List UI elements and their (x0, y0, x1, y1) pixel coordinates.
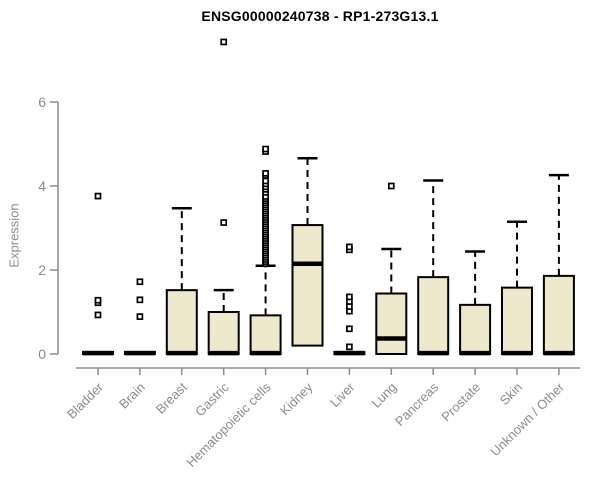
outlier-point (220, 38, 228, 46)
outlier-point (94, 296, 102, 304)
outlier-point (94, 311, 102, 319)
x-tick-label: Lung (368, 380, 399, 411)
x-tick-label: Skin (497, 380, 525, 408)
x-tick-label: Gastric (192, 379, 232, 419)
x-tick-label: Prostate (438, 380, 483, 425)
outlier-point (346, 343, 353, 351)
y-tick-label: 2 (38, 262, 46, 278)
chart-title: ENSG00000240738 - RP1-273G13.1 (201, 8, 439, 24)
outlier-point (346, 243, 353, 251)
x-tick-label: Unknown / Other (487, 379, 567, 459)
box-lung (375, 292, 408, 355)
outlier-point (94, 192, 102, 200)
outlier-point (220, 219, 228, 226)
y-tick-label: 0 (38, 346, 46, 362)
outlier-point (262, 177, 269, 185)
outlier-point (262, 170, 269, 177)
outlier-point (136, 296, 144, 304)
x-tick-label: Kidney (277, 379, 316, 418)
outlier-point (346, 293, 353, 301)
box-hematopoietic-cells (249, 314, 282, 355)
box-pancreas (417, 276, 450, 356)
x-tick-label: Pancreas (392, 379, 442, 429)
outlier-point (346, 325, 353, 333)
x-tick-label: Brain (116, 380, 148, 412)
outlier-point (136, 313, 144, 320)
x-tick-label: Breast (153, 379, 190, 416)
outlier-point (262, 145, 269, 153)
x-tick-label: Liver (327, 379, 358, 410)
outlier-point (387, 182, 395, 190)
box-gastric (207, 311, 240, 355)
x-tick-label: Bladder (64, 379, 107, 422)
box-breast (165, 289, 198, 356)
box-skin (501, 286, 533, 356)
y-tick-label: 4 (38, 178, 46, 194)
y-tick-label: 6 (38, 94, 46, 110)
outlier-point (136, 278, 144, 286)
box-kidney (291, 224, 324, 347)
box-prostate (459, 303, 492, 355)
box-unknown-other (542, 274, 575, 356)
